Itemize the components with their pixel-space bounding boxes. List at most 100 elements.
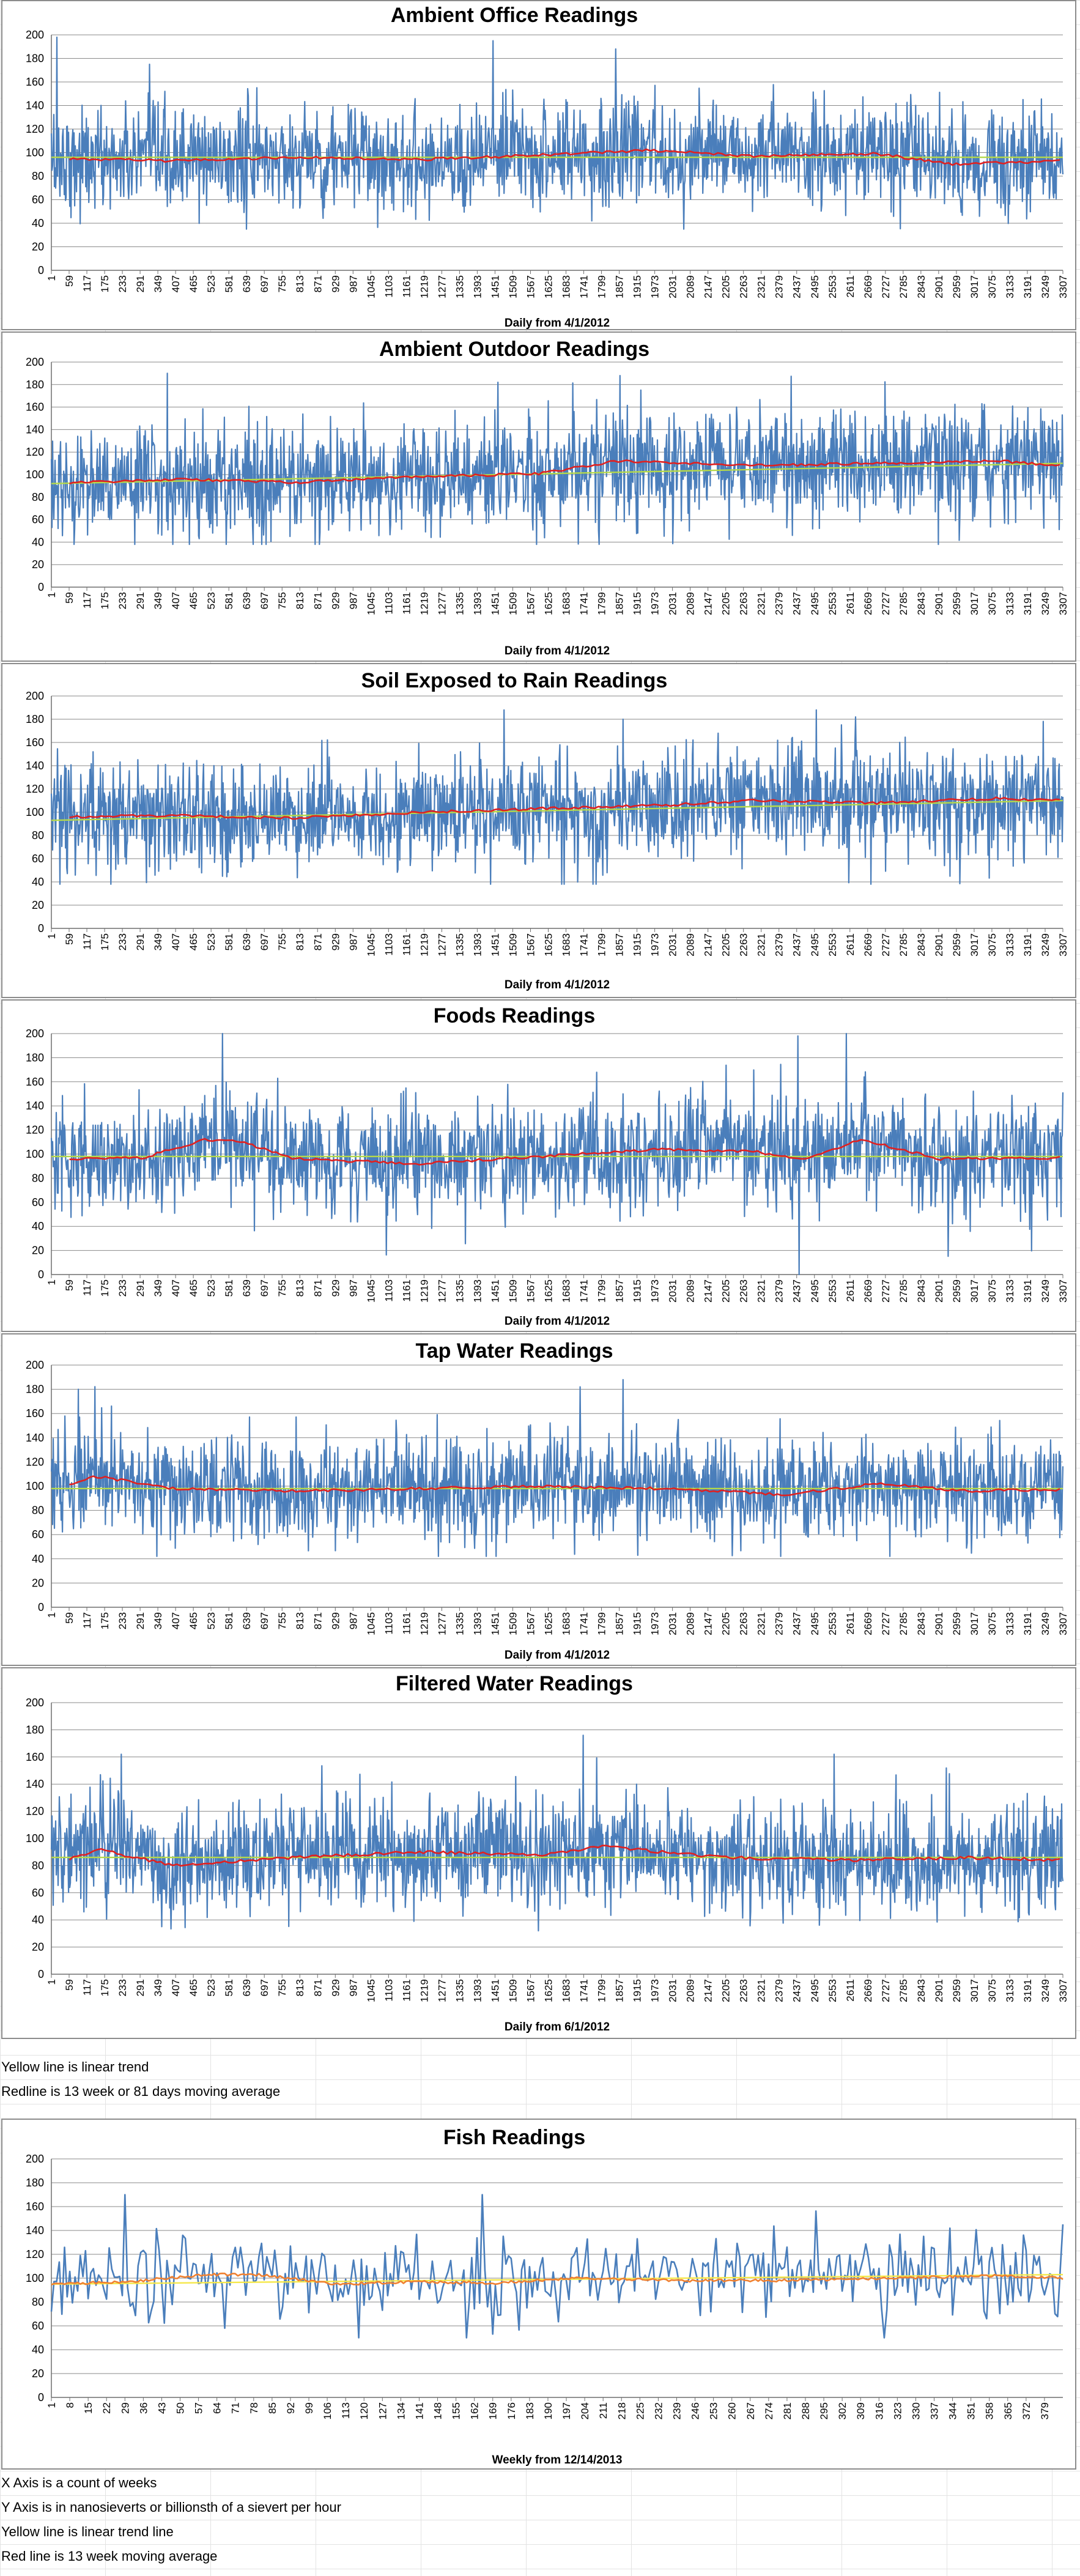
y-tick-label: 120 (26, 1805, 44, 1818)
x-tick-label: 2553 (827, 592, 838, 615)
x-tick-label: 2669 (862, 933, 874, 957)
x-tick-label: 1 (46, 1612, 57, 1618)
x-tick-label: 2263 (738, 1979, 750, 2002)
x-tick-label: 2843 (915, 1279, 927, 1303)
x-tick-label: 2611 (845, 1979, 856, 2002)
x-tick-label: 1451 (489, 275, 501, 298)
x-tick-label: 2611 (845, 933, 856, 956)
x-tick-label: 1683 (561, 1279, 572, 1303)
x-tick-label: 1799 (596, 1612, 608, 1635)
x-tick-label: 755 (276, 1979, 288, 1996)
x-tick-label: 1393 (472, 1979, 483, 2002)
x-tick-label: 2669 (862, 1979, 874, 2002)
x-tick-label: 1393 (472, 275, 483, 298)
x-tick-label: 1741 (579, 1979, 590, 2002)
y-tick-label: 140 (26, 1100, 44, 1112)
x-tick-label: 929 (330, 933, 341, 950)
x-tick-label: 2437 (791, 592, 803, 615)
x-tick-label: 1625 (542, 592, 554, 615)
x-tick-label: 113 (340, 2402, 352, 2419)
chart-ambient-outdoor[interactable]: 0 20 40 60 80 100 120 140 160 180 200 1 59 117 175 233 2… (1, 331, 1076, 662)
chart-tap-water[interactable]: 0 20 40 60 80 100 120 140 160 180 200 1 59 117 175 233 2… (1, 1333, 1076, 1666)
x-tick-label: 871 (312, 275, 324, 292)
x-tick-label: 117 (81, 1979, 93, 1996)
x-tick-label: 1857 (614, 592, 626, 615)
y-tick-label: 0 (38, 1268, 44, 1281)
y-tick-label: 120 (26, 123, 44, 135)
x-tick-label: 59 (64, 592, 75, 604)
x-tick-label: 2843 (915, 592, 927, 615)
x-tick-label: 2959 (951, 1979, 963, 2002)
x-axis-label: Daily from 4/1/2012 (505, 979, 610, 991)
x-tick-label: 2727 (880, 275, 892, 298)
x-tick-label: 2785 (898, 592, 909, 615)
x-tick-label: 2089 (685, 1979, 697, 2002)
x-tick-label: 1219 (418, 1979, 430, 2002)
y-tick-label: 60 (32, 1528, 44, 1541)
y-tick-label: 160 (26, 2200, 44, 2213)
chart-foods[interactable]: 0 20 40 60 80 100 120 140 160 180 200 1 59 117 175 233 2… (1, 999, 1076, 1332)
x-tick-label: 50 (175, 2402, 187, 2414)
x-tick-label: 1915 (632, 1279, 643, 1303)
x-tick-label: 1567 (525, 1612, 536, 1635)
y-tick-label: 140 (26, 1778, 44, 1790)
x-tick-label: 407 (170, 1979, 182, 1996)
x-tick-label: 697 (259, 275, 270, 292)
x-tick-label: 175 (99, 275, 111, 292)
chart-title: Foods Readings (434, 1004, 595, 1027)
x-tick-label: 2727 (880, 592, 892, 615)
x-tick-label: 2321 (756, 1612, 767, 1635)
x-tick-label: 1161 (401, 1279, 412, 1302)
x-tick-label: 372 (1021, 2402, 1032, 2419)
moving-average-line (69, 1138, 1060, 1166)
x-tick-label: 8 (64, 2402, 76, 2408)
x-tick-label: 3191 (1022, 933, 1034, 957)
x-tick-label: 2553 (827, 275, 838, 298)
x-tick-label: 3249 (1040, 1279, 1051, 1303)
y-tick-label: 20 (32, 558, 44, 571)
x-tick-label: 2147 (703, 1279, 714, 1303)
x-tick-label: 197 (561, 2402, 572, 2419)
moving-average-line (51, 2272, 1063, 2286)
weekly-series-line (50, 2194, 1064, 2339)
x-tick-label: 330 (910, 2402, 922, 2419)
x-tick-label: 1219 (418, 1612, 430, 1635)
x-tick-label: 2379 (774, 1979, 785, 2002)
x-tick-label: 1161 (401, 592, 412, 615)
x-tick-label: 3017 (969, 592, 980, 615)
y-tick-label: 80 (32, 1172, 44, 1184)
chart-ambient-office[interactable]: 0 20 40 60 80 100 120 140 160 180 200 1 59 117 175 233 2… (1, 0, 1076, 330)
y-tick-label: 20 (32, 1245, 44, 1257)
x-tick-label: 407 (170, 933, 182, 950)
x-tick-label: 2205 (720, 592, 732, 615)
x-tick-label: 309 (855, 2402, 867, 2419)
x-tick-label: 3307 (1057, 1279, 1069, 1303)
x-tick-label: 755 (276, 275, 288, 292)
x-tick-label: 2553 (827, 1979, 838, 2002)
x-tick-label: 755 (276, 1612, 288, 1629)
x-tick-label: 3249 (1040, 275, 1051, 298)
x-tick-label: 175 (99, 933, 111, 950)
x-tick-label: 71 (230, 2402, 242, 2414)
y-tick-label: 140 (26, 100, 44, 112)
x-tick-label: 1393 (472, 592, 483, 615)
x-tick-label: 1973 (649, 592, 661, 615)
x-tick-label: 1219 (418, 933, 430, 957)
y-tick-label: 40 (32, 217, 44, 229)
x-tick-label: 1799 (596, 1979, 608, 2002)
x-tick-label: 581 (223, 275, 235, 292)
x-tick-label: 3075 (986, 275, 998, 298)
chart-title: Filtered Water Readings (396, 1672, 633, 1695)
chart-filtered-water[interactable]: 0 20 40 60 80 100 120 140 160 180 200 1 59 117 175 233 2… (1, 1667, 1076, 2039)
x-tick-label: 1045 (365, 1612, 377, 1635)
chart-fish[interactable]: 0 20 40 60 80 100 120 140 160 180 200 1 8 15 22 29 36 43 5… (1, 2119, 1076, 2470)
x-tick-label: 1509 (507, 275, 519, 298)
x-tick-label: 523 (205, 1979, 217, 1996)
x-tick-label: 1915 (632, 275, 643, 298)
x-tick-label: 1451 (489, 1979, 501, 2002)
x-tick-label: 1509 (507, 1979, 519, 2002)
chart-soil-rain[interactable]: 0 20 40 60 80 100 120 140 160 180 200 1 59 117 175 233 2… (1, 663, 1076, 998)
x-tick-label: 2379 (774, 933, 785, 957)
x-tick-label: 2785 (898, 933, 909, 957)
x-tick-label: 1277 (436, 275, 448, 298)
